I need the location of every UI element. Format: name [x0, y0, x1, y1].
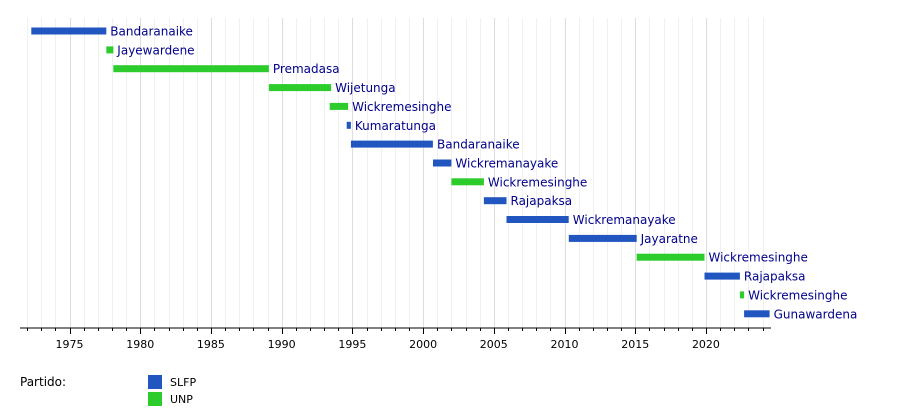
timeline-bar [451, 178, 484, 186]
x-tick-label: 1980 [126, 338, 154, 351]
timeline-bar-label: Rajapaksa [511, 194, 573, 208]
timeline-bar-label: Jayaratne [640, 232, 698, 246]
x-tick-label: 2000 [409, 338, 437, 351]
timeline-bar-label: Wickremesinghe [488, 175, 587, 189]
legend-swatch-slfp [148, 375, 162, 389]
timeline-bar-label: Jayewardene [116, 43, 194, 57]
timeline-bar [433, 159, 452, 167]
x-axis-ticks: 1975 1980 1985 1990 1995 2000 2005 2010 2015 2020 [27, 328, 764, 351]
timeline-bar [744, 310, 770, 318]
timeline-bar-label: Wickremesinghe [748, 288, 847, 302]
timeline-bar-label: Premadasa [273, 62, 340, 76]
timeline-bar [568, 234, 637, 242]
party-legend: Partido: SLFP UNP [20, 372, 320, 408]
timeline-bar-label: Bandaranaike [437, 138, 520, 152]
timeline-bar-label: Rajapaksa [744, 270, 806, 284]
timeline-bar [31, 27, 107, 35]
timeline-bar-label: Gunawardena [774, 307, 858, 321]
major-gridlines [70, 18, 707, 328]
x-tick-label: 2015 [621, 338, 649, 351]
timeline-bar-label: Wickremanayake [455, 157, 558, 171]
timeline-bar [636, 253, 705, 261]
x-tick-label: 2005 [480, 338, 508, 351]
timeline-bar [113, 65, 269, 73]
x-tick-label: 1975 [56, 338, 84, 351]
x-tick-label: 2020 [692, 338, 720, 351]
timeline-bar-label: Bandaranaike [110, 25, 193, 39]
legend-swatch-unp [148, 392, 162, 406]
timeline-bar [704, 272, 740, 280]
x-tick-label: 1985 [197, 338, 225, 351]
x-tick-label: 2010 [551, 338, 579, 351]
timeline-bar [506, 216, 569, 223]
pm-timeline-chart: 1975 1980 1985 1990 1995 2000 2005 2010 2015 2020… [20, 18, 858, 351]
bars-group: Bandaranaike Jayewardene Premadasa Wijetung… [31, 25, 858, 321]
timeline-bar [346, 121, 351, 129]
timeline-bar [268, 84, 332, 92]
x-tick-label: 1995 [338, 338, 366, 351]
timeline-bar [483, 197, 507, 205]
legend-title: Partido: [20, 375, 67, 389]
timeline-bar [329, 102, 349, 110]
timeline-bar-label: Wickremesinghe [352, 100, 451, 114]
timeline-bar-label: Kumaratunga [355, 119, 436, 133]
x-tick-label: 1990 [268, 338, 296, 351]
timeline-bar [106, 46, 114, 54]
timeline-bar-label: Wijetunga [335, 81, 396, 95]
minor-gridlines [27, 18, 764, 328]
timeline-bar [739, 291, 745, 299]
timeline-bar [350, 140, 433, 148]
timeline-bar-label: Wickremesinghe [709, 251, 808, 265]
legend-label-unp: UNP [170, 393, 193, 406]
timeline-bar-label: Wickremanayake [573, 213, 676, 227]
legend-label-slfp: SLFP [170, 376, 197, 389]
